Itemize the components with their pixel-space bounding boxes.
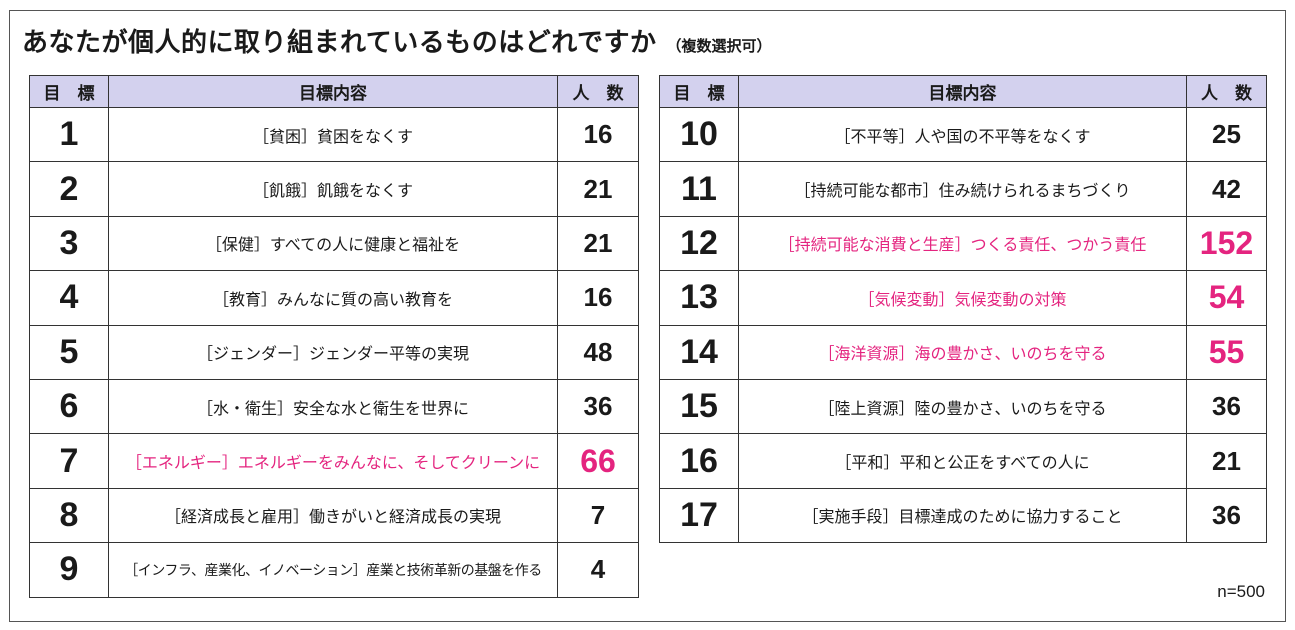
goal-number: 12 xyxy=(659,215,739,272)
goal-content: ［海洋資源］海の豊かさ、いのちを守る xyxy=(738,324,1187,380)
goal-content: ［気候変動］気候変動の対策 xyxy=(738,270,1187,326)
goal-content: ［持続可能な消費と生産］つくる責任、つかう責任 xyxy=(738,215,1187,272)
table-row: 8 ［経済成長と雇用］働きがいと経済成長の実現 7 xyxy=(29,487,639,544)
goal-content: ［不平等］人や国の不平等をなくす xyxy=(738,106,1187,163)
goal-number: 4 xyxy=(29,270,109,326)
header-content: 目標内容 xyxy=(738,75,1187,108)
goal-number: 9 xyxy=(29,542,109,598)
goal-count: 36 xyxy=(1186,487,1267,544)
goal-number: 7 xyxy=(29,433,109,489)
table-row: 15 ［陸上資源］陸の豊かさ、いのちを守る 36 xyxy=(659,378,1267,435)
table-row: 6 ［水・衛生］安全な水と衛生を世界に 36 xyxy=(29,378,639,435)
goal-count: 42 xyxy=(1186,161,1267,217)
table-row: 17 ［実施手段］目標達成のために協力すること 36 xyxy=(659,487,1267,544)
goal-content: ［インフラ、産業化、イノベーション］産業と技術革新の基盤を作る xyxy=(108,542,558,598)
table-row: 9 ［インフラ、産業化、イノベーション］産業と技術革新の基盤を作る 4 xyxy=(29,542,639,598)
goal-count: 66 xyxy=(557,433,639,489)
goal-number: 2 xyxy=(29,161,109,217)
table-row: 14 ［海洋資源］海の豊かさ、いのちを守る 55 xyxy=(659,324,1267,380)
table-row: 12 ［持続可能な消費と生産］つくる責任、つかう責任 152 xyxy=(659,215,1267,272)
goal-number: 10 xyxy=(659,106,739,163)
goal-content: ［教育］みんなに質の高い教育を xyxy=(108,270,558,326)
goal-number: 16 xyxy=(659,433,739,489)
header-count: 人 数 xyxy=(557,75,639,108)
goal-count: 55 xyxy=(1186,324,1267,380)
table-row: 2 ［飢餓］飢餓をなくす 21 xyxy=(29,161,639,217)
goal-count: 16 xyxy=(557,270,639,326)
goal-content: ［保健］すべての人に健康と福祉を xyxy=(108,215,558,272)
goal-content: ［平和］平和と公正をすべての人に xyxy=(738,433,1187,489)
header-content: 目標内容 xyxy=(108,75,558,108)
table-row: 13 ［気候変動］気候変動の対策 54 xyxy=(659,270,1267,326)
goal-number: 11 xyxy=(659,161,739,217)
table-row: 3 ［保健］すべての人に健康と福祉を 21 xyxy=(29,215,639,272)
goal-number: 17 xyxy=(659,487,739,544)
goal-count: 21 xyxy=(1186,433,1267,489)
goal-number: 6 xyxy=(29,378,109,435)
goal-count: 152 xyxy=(1186,215,1267,272)
goal-content: ［ジェンダー］ジェンダー平等の実現 xyxy=(108,324,558,380)
goal-number: 1 xyxy=(29,106,109,163)
goal-number: 13 xyxy=(659,270,739,326)
title-sub: （複数選択可） xyxy=(666,37,772,55)
goals-table-left: 目 標 目標内容 人 数 1 ［貧困］貧困をなくす 16 2 ［飢餓］飢餓をなくす 21 3… xyxy=(29,75,639,598)
header-count: 人 数 xyxy=(1186,75,1267,108)
goal-count: 21 xyxy=(557,161,639,217)
goal-count: 16 xyxy=(557,106,639,163)
table-row: 1 ［貧困］貧困をなくす 16 xyxy=(29,106,639,163)
goal-content: ［飢餓］飢餓をなくす xyxy=(108,161,558,217)
goal-count: 48 xyxy=(557,324,639,380)
table-row: 11 ［持続可能な都市］住み続けられるまちづくり 42 xyxy=(659,161,1267,217)
page-title: あなたが個人的に取り組まれているものはどれですか （複数選択可） xyxy=(22,22,771,62)
goal-count: 36 xyxy=(1186,378,1267,435)
goal-number: 5 xyxy=(29,324,109,380)
goals-table-right: 目 標 目標内容 人 数 10 ［不平等］人や国の不平等をなくす 25 11 ［持続可能… xyxy=(659,75,1267,544)
goal-content: ［実施手段］目標達成のために協力すること xyxy=(738,487,1187,544)
table-row: 10 ［不平等］人や国の不平等をなくす 25 xyxy=(659,106,1267,163)
goal-number: 15 xyxy=(659,378,739,435)
goal-count: 54 xyxy=(1186,270,1267,326)
sample-size: n=500 xyxy=(1217,582,1265,601)
goal-count: 7 xyxy=(557,487,639,544)
goal-content: ［陸上資源］陸の豊かさ、いのちを守る xyxy=(738,378,1187,435)
goal-content: ［持続可能な都市］住み続けられるまちづくり xyxy=(738,161,1187,217)
goal-content: ［経済成長と雇用］働きがいと経済成長の実現 xyxy=(108,487,558,544)
table-row: 5 ［ジェンダー］ジェンダー平等の実現 48 xyxy=(29,324,639,380)
goal-count: 25 xyxy=(1186,106,1267,163)
goal-count: 21 xyxy=(557,215,639,272)
goal-content: ［エネルギー］エネルギーをみんなに、そしてクリーンに xyxy=(108,433,558,489)
goal-number: 14 xyxy=(659,324,739,380)
goal-number: 8 xyxy=(29,487,109,544)
table-row: 7 ［エネルギー］エネルギーをみんなに、そしてクリーンに 66 xyxy=(29,433,639,489)
goal-content: ［水・衛生］安全な水と衛生を世界に xyxy=(108,378,558,435)
title-main: あなたが個人的に取り組まれているものはどれですか xyxy=(22,28,657,58)
goal-number: 3 xyxy=(29,215,109,272)
table-row: 4 ［教育］みんなに質の高い教育を 16 xyxy=(29,270,639,326)
goal-count: 36 xyxy=(557,378,639,435)
table-row: 16 ［平和］平和と公正をすべての人に 21 xyxy=(659,433,1267,489)
header-goal: 目 標 xyxy=(29,75,109,108)
header-goal: 目 標 xyxy=(659,75,739,108)
goal-content: ［貧困］貧困をなくす xyxy=(108,106,558,163)
goal-count: 4 xyxy=(557,542,639,598)
